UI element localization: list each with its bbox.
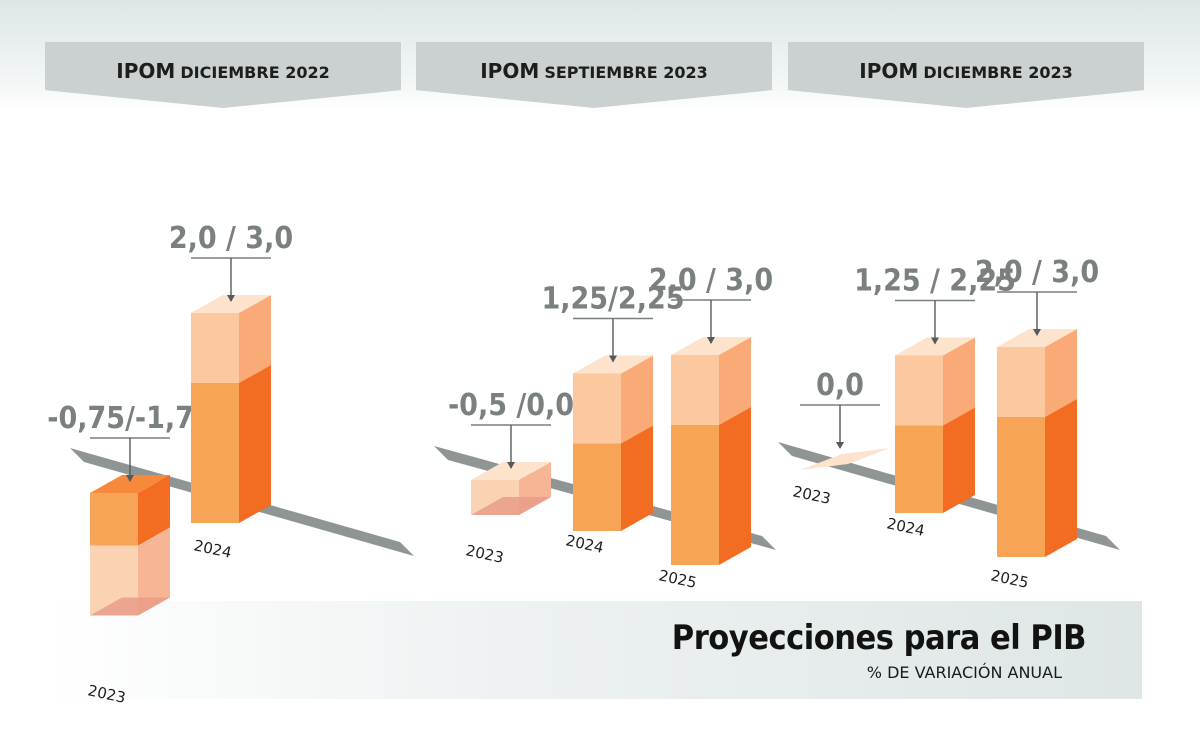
value-arrowhead (609, 355, 617, 363)
chart-subtitle: % DE VARIACIÓN ANUAL (866, 663, 1062, 682)
chart-title: Proyecciones para el PIB (671, 618, 1087, 658)
bar-range-top (895, 337, 975, 356)
bar-range-front (997, 347, 1045, 417)
bar-solid-side (943, 407, 975, 513)
bar-range-top (471, 462, 551, 480)
panel-header-label: DICIEMBRE 2023 (923, 63, 1073, 82)
value-label: 1,25 / 2,25 (854, 264, 1016, 299)
bar-range-side (943, 337, 975, 426)
value-arrowhead (227, 295, 235, 302)
year-label: 2024 (192, 536, 233, 562)
value-label: -0,75/-1,75 (47, 401, 212, 436)
bar-range-top (191, 295, 271, 313)
year-label: 2023 (86, 681, 127, 707)
panel-header-prefix: IPOM (480, 59, 540, 83)
value-arrowhead (126, 475, 134, 482)
year-label: 2024 (885, 514, 926, 540)
bar-solid-side (239, 365, 271, 523)
bar-range-side (621, 355, 653, 444)
bar-solid-side (138, 475, 170, 546)
bar-range-top (671, 337, 751, 355)
bar-bottom (471, 497, 551, 515)
panel-header-prefix: IPOM (116, 59, 176, 83)
bar-solid-top (90, 475, 170, 493)
bar-range-side (138, 527, 170, 616)
bar-range-front (191, 313, 239, 383)
bar-solid-front (895, 425, 943, 513)
bar-solid-side (621, 425, 653, 531)
year-label: 2025 (989, 566, 1030, 592)
year-label: 2025 (657, 566, 698, 592)
bar-solid-front (671, 425, 719, 565)
value-label: 2,0 / 3,0 (649, 263, 773, 298)
bar-range-front (895, 355, 943, 426)
year-label: 2023 (791, 482, 832, 508)
bar-range-side (239, 295, 271, 383)
bar-solid-front (191, 383, 239, 523)
value-label: 0,0 (816, 368, 864, 403)
value-label: -0,5 /0,0 (448, 388, 574, 423)
panel-header-label: DICIEMBRE 2022 (180, 63, 330, 82)
bar-solid-front (90, 493, 138, 546)
value-arrowhead (836, 442, 844, 449)
bar-bottom (90, 597, 170, 616)
panel-header-prefix: IPOM (859, 59, 919, 83)
bar-flat-tile (800, 448, 890, 470)
bar-solid-side (719, 407, 751, 565)
bar-solid-side (1045, 399, 1077, 557)
bar-range-front (671, 355, 719, 425)
value-arrowhead (931, 337, 939, 345)
value-label: 2,0 / 3,0 (975, 255, 1099, 290)
bar-range-side (1045, 329, 1077, 417)
value-arrowhead (507, 462, 515, 469)
bar-range-front (573, 373, 621, 444)
bar-range-top (573, 355, 653, 374)
year-label: 2023 (464, 541, 505, 567)
bar-solid-front (573, 443, 621, 531)
bar-range-top (997, 329, 1077, 347)
bar-solid-front (997, 417, 1045, 557)
bar-range-side (719, 337, 751, 425)
value-arrowhead (1033, 329, 1041, 336)
footer-background (45, 601, 1142, 699)
year-label: 2024 (564, 531, 605, 557)
panel-header-label: SEPTIEMBRE 2023 (544, 63, 708, 82)
value-arrowhead (707, 337, 715, 344)
value-label: 2,0 / 3,0 (169, 221, 293, 256)
value-label: 1,25/2,25 (541, 282, 684, 317)
